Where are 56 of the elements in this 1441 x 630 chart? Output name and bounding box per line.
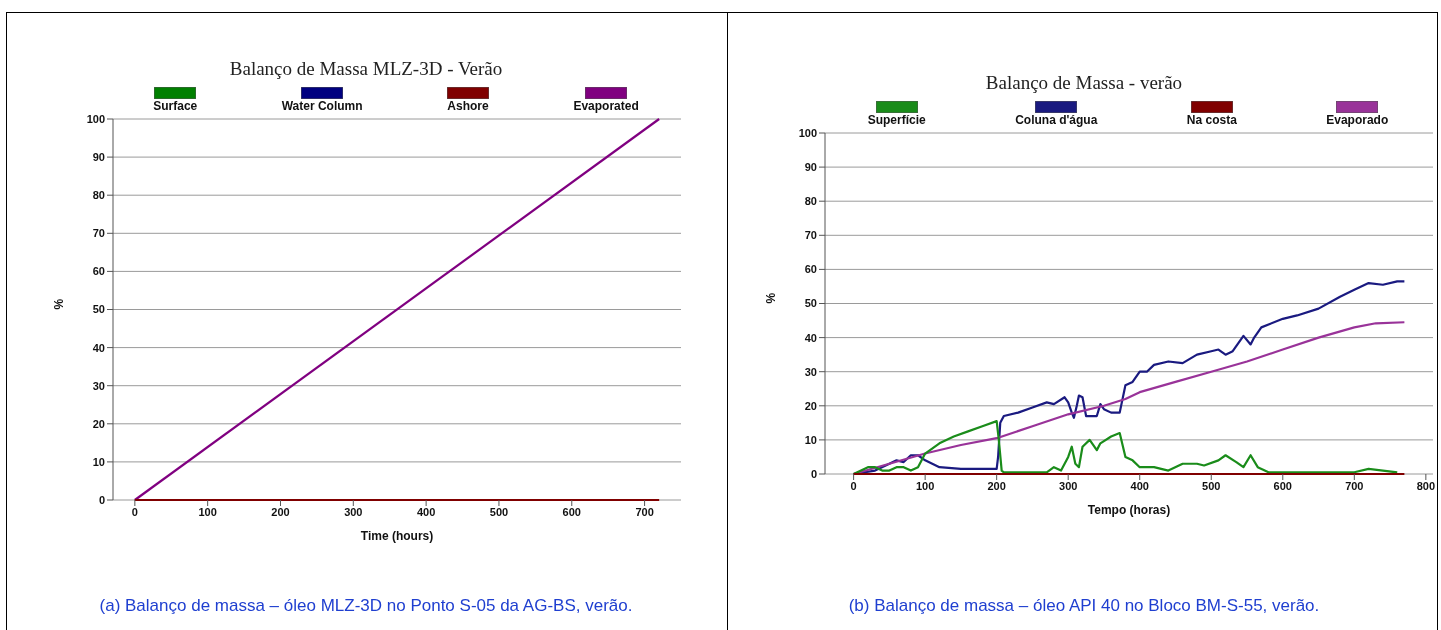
legend-label: Evaporated — [573, 99, 639, 113]
y-tick-label: 0 — [98, 493, 105, 506]
x-axis-title: Tempo (horas) — [1087, 503, 1171, 517]
legend-label: Surface — [153, 99, 198, 113]
text: (b) Balanço de massa – óleo API 40 no Bloco BM-S-55, verão. — [847, 596, 1321, 616]
x-tick-label: 700 — [1345, 479, 1364, 492]
legend-label: Ashore — [447, 99, 489, 113]
x-tick-label: 500 — [1202, 479, 1221, 492]
y-tick-label: 90 — [804, 161, 817, 174]
y-axis-title: % — [52, 298, 67, 310]
x-tick-label: 0 — [850, 479, 857, 492]
x-tick-label: 700 — [635, 505, 654, 518]
x-tick-label: 0 — [131, 505, 138, 518]
y-tick-label: 100 — [86, 112, 105, 125]
x-tick-label: 800 — [1416, 479, 1436, 492]
y-tick-label: 40 — [804, 331, 817, 344]
x-tick-label: 200 — [271, 505, 290, 518]
y-tick-label: 60 — [92, 265, 105, 278]
chart-title: Balanço de Massa MLZ-3D - Verão — [228, 58, 504, 80]
y-tick-label: 80 — [92, 189, 105, 202]
y-tick-label: 10 — [804, 433, 817, 446]
legend-label: Evaporado — [1326, 113, 1389, 127]
y-tick-label: 20 — [804, 399, 817, 412]
y-tick-label: 20 — [92, 417, 105, 430]
y-tick-label: 60 — [804, 263, 817, 276]
x-tick-label: 200 — [987, 479, 1006, 492]
x-tick-label: 300 — [344, 505, 363, 518]
y-tick-label: 90 — [92, 151, 105, 164]
y-tick-label: 0 — [810, 467, 817, 480]
legend-label: Na costa — [1186, 113, 1237, 127]
y-tick-label: 70 — [804, 229, 817, 242]
y-tick-label: 30 — [92, 379, 105, 392]
x-tick-label: 400 — [1130, 479, 1149, 492]
y-axis-title: % — [764, 292, 779, 304]
x-tick-label: 500 — [489, 505, 509, 518]
y-tick-label: 100 — [798, 126, 817, 139]
text: (a) Balanço de massa – óleo MLZ-3D no Ponto S-05 da AG-BS, verão. — [98, 596, 634, 616]
legend-label: Superfície — [867, 113, 926, 127]
y-tick-label: 50 — [92, 303, 105, 316]
x-tick-label: 300 — [1059, 479, 1078, 492]
y-tick-label: 80 — [804, 195, 817, 208]
chart-title: Balanço de Massa - verão — [984, 72, 1184, 94]
y-tick-label: 10 — [92, 455, 105, 468]
y-tick-label: 30 — [804, 365, 817, 378]
x-tick-label: 400 — [416, 505, 436, 518]
x-tick-label: 600 — [562, 505, 581, 518]
legend-label: Water Column — [281, 99, 363, 113]
y-tick-label: 40 — [92, 341, 105, 354]
y-tick-label: 70 — [92, 227, 105, 240]
y-tick-label: 50 — [804, 297, 817, 310]
legend-label: Coluna d'água — [1015, 113, 1098, 127]
x-tick-label: 600 — [1273, 479, 1292, 492]
x-tick-label: 100 — [915, 479, 935, 492]
x-tick-label: 100 — [198, 505, 217, 518]
x-axis-title: Time (hours) — [360, 529, 434, 543]
line-series — [852, 420, 1399, 476]
